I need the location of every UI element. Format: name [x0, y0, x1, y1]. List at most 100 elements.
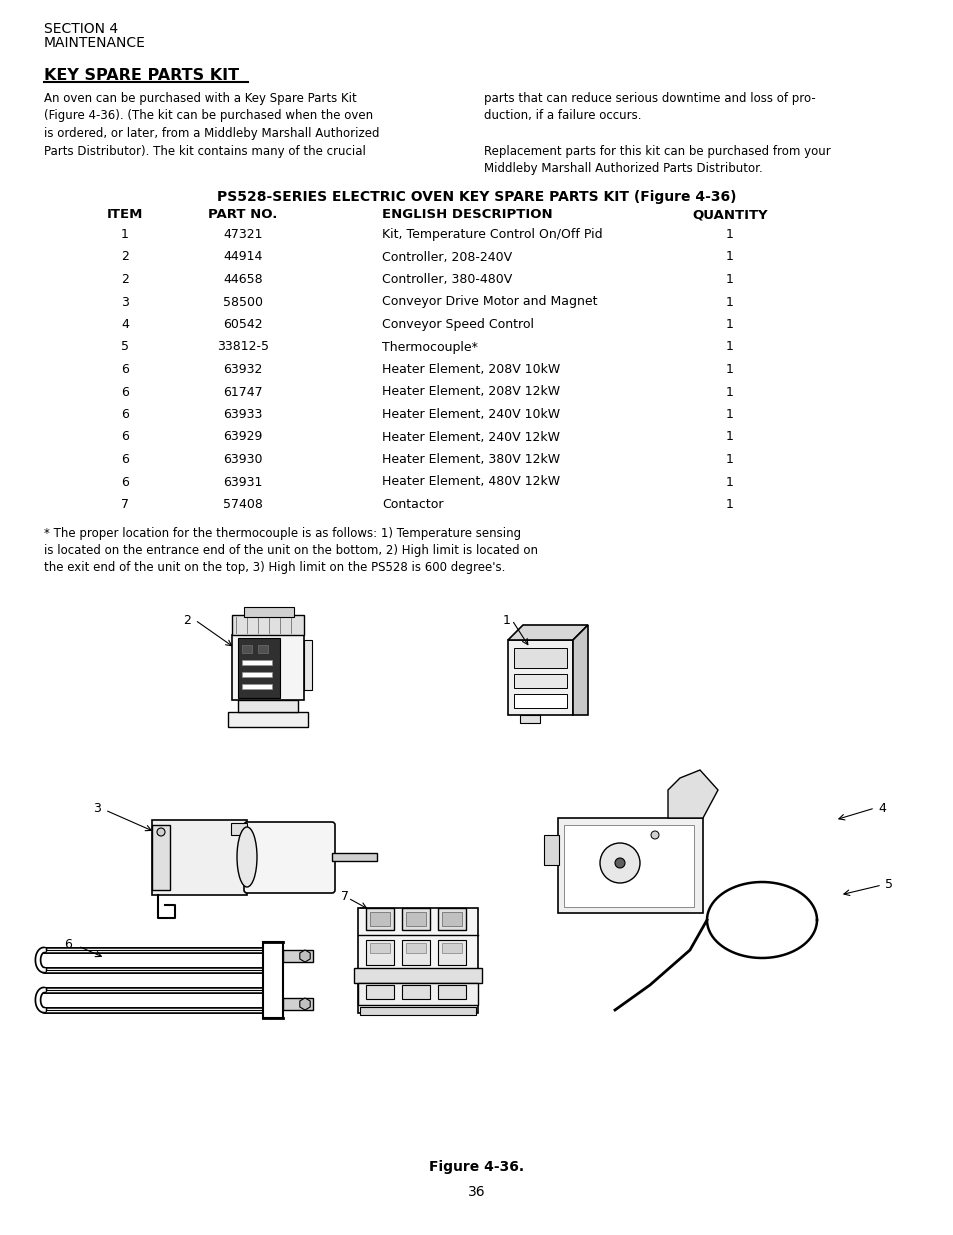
Text: parts that can reduce serious downtime and loss of pro-
duction, if a failure oc: parts that can reduce serious downtime a…: [483, 91, 830, 175]
Text: Heater Element, 380V 12kW: Heater Element, 380V 12kW: [381, 453, 559, 466]
Bar: [263, 942, 283, 1018]
Bar: [514, 674, 566, 688]
Text: ITEM: ITEM: [107, 207, 143, 221]
Bar: [354, 968, 481, 983]
Text: 1: 1: [725, 251, 733, 263]
Circle shape: [599, 844, 639, 883]
Text: Heater Element, 208V 12kW: Heater Element, 208V 12kW: [381, 385, 559, 399]
Bar: [514, 648, 566, 668]
Text: 1: 1: [725, 408, 733, 421]
Bar: [242, 659, 272, 664]
Bar: [366, 908, 394, 930]
Bar: [401, 940, 430, 965]
Text: 3: 3: [93, 802, 101, 815]
Text: SECTION 4: SECTION 4: [44, 22, 118, 36]
Bar: [244, 606, 294, 618]
Polygon shape: [507, 625, 587, 640]
Text: 36: 36: [468, 1186, 485, 1199]
FancyBboxPatch shape: [244, 823, 335, 893]
Bar: [242, 684, 272, 689]
Text: Contactor: Contactor: [381, 498, 443, 511]
Bar: [237, 638, 280, 698]
Text: 1: 1: [725, 363, 733, 375]
Text: 1: 1: [725, 341, 733, 353]
Bar: [257, 645, 268, 653]
Bar: [304, 640, 312, 690]
Text: ENGLISH DESCRIPTION: ENGLISH DESCRIPTION: [381, 207, 552, 221]
Circle shape: [650, 831, 659, 839]
Text: 2: 2: [183, 614, 191, 627]
Text: 1: 1: [121, 228, 129, 241]
Text: Heater Element, 480V 12kW: Heater Element, 480V 12kW: [381, 475, 559, 489]
Text: 6: 6: [121, 385, 129, 399]
Text: 6: 6: [121, 475, 129, 489]
Text: 3: 3: [121, 295, 129, 309]
Text: 1: 1: [725, 475, 733, 489]
Bar: [406, 911, 426, 926]
Text: * The proper location for the thermocouple is as follows: 1) Temperature sensing: * The proper location for the thermocoup…: [44, 526, 537, 574]
Text: 1: 1: [725, 317, 733, 331]
Text: 1: 1: [725, 385, 733, 399]
Bar: [406, 944, 426, 953]
Bar: [370, 911, 390, 926]
Text: Controller, 380-480V: Controller, 380-480V: [381, 273, 512, 287]
Text: 1: 1: [725, 431, 733, 443]
Text: 6: 6: [121, 408, 129, 421]
Text: 33812-5: 33812-5: [216, 341, 269, 353]
Text: KEY SPARE PARTS KIT: KEY SPARE PARTS KIT: [44, 68, 239, 83]
Text: Controller, 208-240V: Controller, 208-240V: [381, 251, 512, 263]
Text: 63933: 63933: [223, 408, 262, 421]
Text: PART NO.: PART NO.: [208, 207, 277, 221]
Bar: [242, 645, 252, 653]
Bar: [283, 950, 313, 962]
Text: Thermocouple*: Thermocouple*: [381, 341, 477, 353]
Text: QUANTITY: QUANTITY: [692, 207, 767, 221]
Text: 5: 5: [884, 878, 892, 890]
Bar: [357, 983, 477, 1005]
Bar: [242, 672, 272, 677]
Text: Heater Element, 240V 12kW: Heater Element, 240V 12kW: [381, 431, 559, 443]
Text: 58500: 58500: [223, 295, 263, 309]
Text: 4: 4: [877, 802, 885, 815]
Bar: [437, 940, 465, 965]
Text: 6: 6: [121, 363, 129, 375]
Text: 63929: 63929: [223, 431, 262, 443]
Bar: [152, 820, 247, 895]
Text: 47321: 47321: [223, 228, 262, 241]
Text: 2: 2: [121, 251, 129, 263]
Bar: [370, 944, 390, 953]
Text: 44914: 44914: [223, 251, 262, 263]
Ellipse shape: [236, 827, 256, 887]
Bar: [232, 635, 304, 700]
Text: 1: 1: [725, 453, 733, 466]
Bar: [437, 908, 465, 930]
Text: 57408: 57408: [223, 498, 263, 511]
Bar: [231, 823, 247, 835]
Bar: [232, 615, 304, 635]
Bar: [237, 700, 297, 713]
Bar: [366, 986, 394, 999]
Polygon shape: [667, 769, 718, 818]
Bar: [543, 835, 558, 864]
Text: 1: 1: [725, 295, 733, 309]
Text: MAINTENANCE: MAINTENANCE: [44, 36, 146, 49]
Circle shape: [157, 827, 165, 836]
Text: 1: 1: [725, 498, 733, 511]
Bar: [441, 911, 461, 926]
Bar: [514, 694, 566, 708]
Text: Kit, Temperature Control On/Off Pid: Kit, Temperature Control On/Off Pid: [381, 228, 602, 241]
Bar: [563, 825, 693, 906]
Text: 7: 7: [340, 890, 349, 903]
Text: Heater Element, 240V 10kW: Heater Element, 240V 10kW: [381, 408, 559, 421]
Bar: [519, 715, 539, 722]
Text: 6: 6: [121, 431, 129, 443]
Text: An oven can be purchased with a Key Spare Parts Kit
(Figure 4-36). (The kit can : An oven can be purchased with a Key Spar…: [44, 91, 379, 158]
Bar: [152, 825, 170, 890]
Text: 63932: 63932: [223, 363, 262, 375]
Text: 2: 2: [121, 273, 129, 287]
Text: 44658: 44658: [223, 273, 262, 287]
Text: Figure 4-36.: Figure 4-36.: [429, 1160, 524, 1174]
Bar: [507, 640, 573, 715]
Bar: [441, 944, 461, 953]
Text: 61747: 61747: [223, 385, 262, 399]
